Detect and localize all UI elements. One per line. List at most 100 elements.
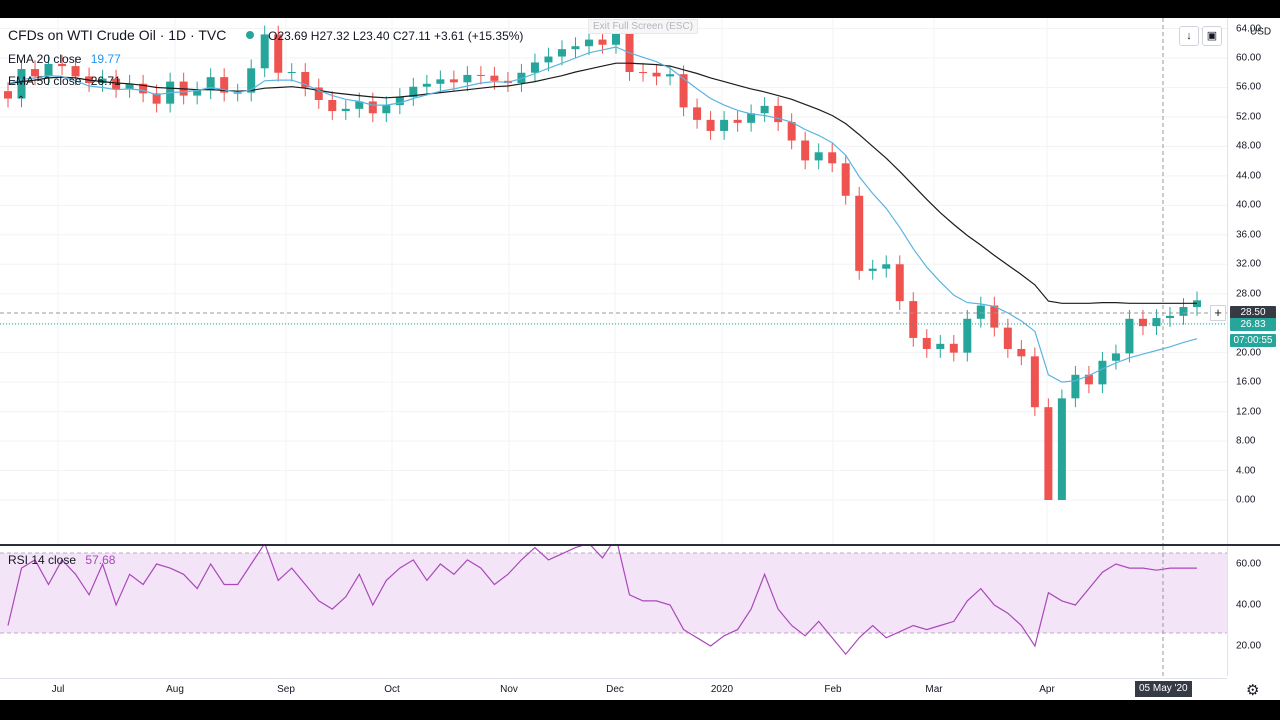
fullscreen-icon: ▣ — [1206, 30, 1218, 42]
symbol-title[interactable]: CFDs on WTI Crude Oil · 1D · TVC — [8, 27, 227, 43]
candle-body — [693, 107, 702, 120]
countdown-label: 07:00:55 — [1230, 334, 1276, 347]
crosshair-plus-button[interactable]: + — [1210, 305, 1226, 321]
candle-body — [922, 337, 931, 349]
candle-body — [314, 87, 323, 100]
last-price-label: 26.83 — [1230, 318, 1276, 331]
candle-body — [260, 34, 269, 69]
ema50-value: 26.71 — [90, 74, 121, 88]
candle-body — [1098, 360, 1107, 385]
collapse-legend-button[interactable]: ⌃ — [10, 92, 32, 110]
candle-body — [98, 78, 107, 84]
rsi-legend[interactable]: RSI 14 close 57.68 — [8, 553, 115, 567]
candle-body — [612, 33, 621, 45]
rsi-line — [7, 546, 1197, 656]
candle-body — [247, 68, 256, 93]
time-axis-tick: Feb — [824, 684, 842, 695]
candle-body — [544, 56, 553, 63]
price-pane[interactable] — [0, 18, 1227, 544]
candle-body — [814, 152, 823, 161]
price-axis-tick: 8.00 — [1236, 435, 1256, 447]
candle-body — [193, 90, 202, 96]
candle-body — [355, 101, 364, 109]
candle-body — [409, 86, 418, 98]
price-axis-tick: 48.00 — [1236, 140, 1262, 152]
candle-body — [733, 119, 742, 123]
time-axis-tick: Mar — [925, 684, 943, 695]
price-axis-tick: 60.00 — [1236, 52, 1262, 64]
price-axis-tick: 56.00 — [1236, 81, 1262, 93]
candle-body — [639, 71, 648, 73]
candle-body — [1030, 356, 1039, 408]
candle-body — [112, 78, 121, 89]
candle-body — [274, 34, 283, 73]
crosshair-date-label: 05 May '20 — [1135, 681, 1192, 697]
candle-body — [949, 343, 958, 353]
candle-body — [706, 119, 715, 131]
candle-body — [530, 62, 539, 73]
time-axis-tick: Aug — [166, 684, 184, 695]
candle-body — [490, 75, 499, 81]
currency-label[interactable]: USD — [1250, 26, 1272, 38]
candle-body — [152, 93, 161, 104]
ema50-legend[interactable]: EMA 50 close 26.71 — [8, 74, 121, 88]
price-axis-tick: 20.00 — [1236, 347, 1262, 359]
candle-series — [4, 24, 1201, 500]
candle-body — [1152, 318, 1161, 327]
rsi-axis-tick: 40.00 — [1236, 599, 1262, 611]
exit-fullscreen-hint[interactable]: Exit Full Screen (ESC) — [588, 19, 699, 34]
candle-body — [895, 264, 904, 302]
candle-body — [1179, 306, 1188, 316]
price-axis-tick: 44.00 — [1236, 170, 1262, 182]
gear-icon: ⚙ — [1246, 682, 1260, 699]
candle-body — [71, 66, 80, 77]
time-axis[interactable]: Jul Aug Sep Oct Nov Dec 2020 Feb Mar Apr 05 May '… — [0, 678, 1227, 700]
rsi-axis[interactable]: 60.00 40.00 20.00 — [1227, 546, 1280, 676]
time-axis-tick: Apr — [1039, 684, 1055, 695]
chart-window: CFDs on WTI Crude Oil · 1D · TVC O23.69 … — [0, 18, 1280, 700]
candle-body — [301, 71, 310, 88]
ema50-line — [7, 62, 1197, 304]
candle-body — [436, 79, 445, 84]
candle-body — [774, 105, 783, 123]
candle-body — [936, 343, 945, 349]
candle-body — [760, 105, 769, 114]
candle-body — [598, 39, 607, 45]
candle-body — [382, 105, 391, 114]
candle-body — [855, 195, 864, 271]
time-axis-tick: Sep — [277, 684, 295, 695]
pane-separator[interactable] — [0, 544, 1280, 546]
ema20-legend[interactable]: EMA 20 close 19.77 — [8, 52, 121, 66]
market-status-icon — [246, 31, 255, 39]
candle-body — [571, 46, 580, 50]
time-axis-tick: 2020 — [710, 684, 734, 695]
download-icon: ↓ — [1186, 30, 1192, 42]
ohlc-values: O23.69 H27.32 L23.40 C27.11 +3.61 (+15.3… — [268, 29, 524, 43]
rsi-pane[interactable] — [0, 546, 1227, 676]
download-button[interactable]: ↓ — [1179, 26, 1199, 46]
candle-body — [1003, 327, 1012, 349]
fullscreen-button[interactable]: ▣ — [1202, 26, 1222, 46]
candle-body — [44, 63, 53, 77]
candle-body — [341, 108, 350, 112]
candle-body — [841, 163, 850, 196]
candle-body — [1017, 348, 1026, 357]
candle-body — [720, 119, 729, 131]
time-axis-tick: Jul — [51, 684, 65, 695]
price-axis[interactable]: USD 64.00 60.00 56.00 52.00 48.00 44.00 40.00 3… — [1227, 18, 1280, 544]
candle-body — [206, 77, 215, 91]
candle-body — [801, 140, 810, 161]
candle-body — [1057, 398, 1066, 500]
candle-body — [449, 79, 458, 83]
candle-body — [882, 264, 891, 269]
candle-body — [679, 74, 688, 108]
crosshair-price-label: 28.50 — [1230, 306, 1276, 319]
price-axis-tick: 40.00 — [1236, 199, 1262, 211]
rsi-value: 57.68 — [85, 553, 116, 567]
settings-button[interactable]: ⚙ — [1246, 681, 1259, 699]
price-axis-tick: 16.00 — [1236, 376, 1262, 388]
chevron-up-icon: ⌃ — [16, 95, 26, 106]
time-axis-tick: Dec — [606, 684, 624, 695]
candle-body — [1084, 374, 1093, 385]
candle-body — [976, 305, 985, 319]
